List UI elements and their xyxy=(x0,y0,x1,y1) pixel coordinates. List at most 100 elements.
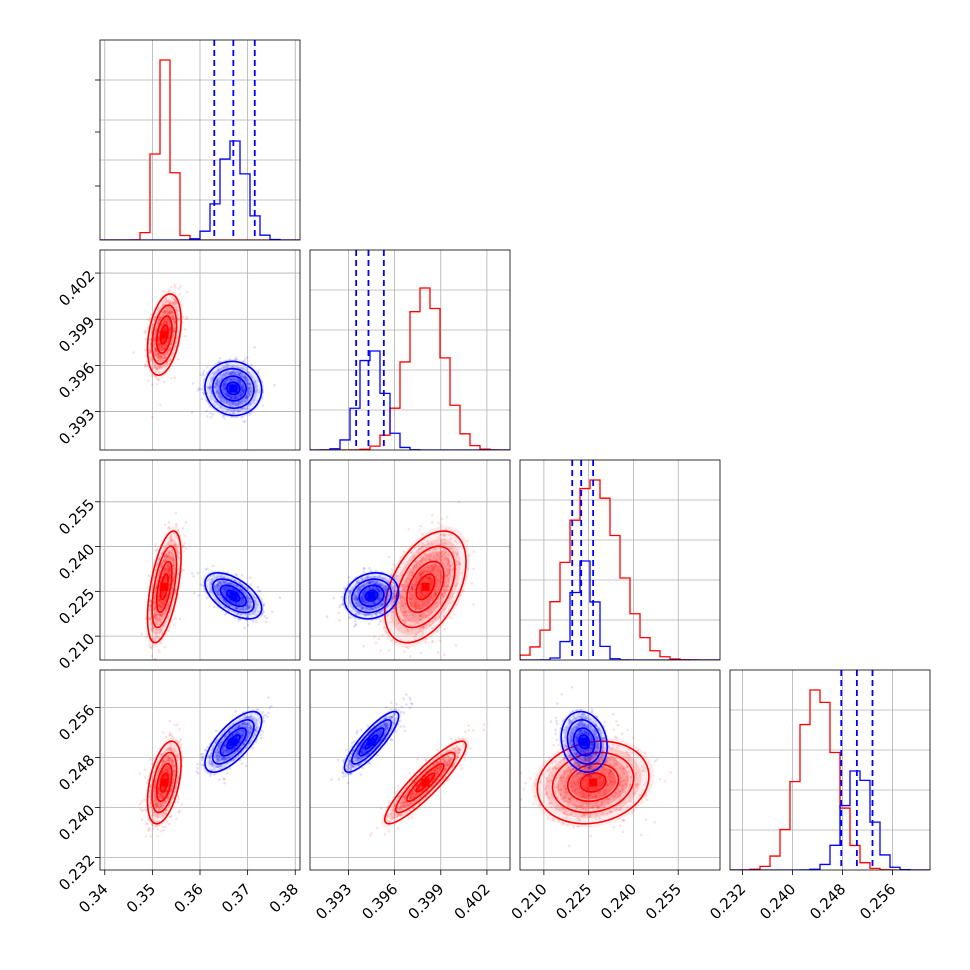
scatter-point xyxy=(220,582,223,586)
scatter-point xyxy=(166,564,170,567)
scatter-point xyxy=(176,546,180,549)
scatter-point xyxy=(427,599,431,602)
scatter-point xyxy=(410,587,414,591)
scatter-point xyxy=(166,311,170,314)
scatter-point xyxy=(366,588,370,591)
scatter-point xyxy=(140,800,144,803)
scatter-point xyxy=(384,591,388,594)
scatter-point xyxy=(225,365,229,368)
scatter-point xyxy=(240,387,244,391)
scatter-point xyxy=(155,367,158,371)
scatter-point xyxy=(169,537,173,540)
y-tick-label: 0.255 xyxy=(55,495,98,538)
scatter-point xyxy=(351,587,354,590)
scatter-point xyxy=(176,758,180,762)
scatter-point xyxy=(155,820,158,824)
scatter-point xyxy=(368,586,371,590)
scatter-point xyxy=(374,612,378,615)
scatter-point xyxy=(168,307,171,311)
scatter-point xyxy=(428,612,431,616)
scatter-point xyxy=(240,596,244,600)
scatter-point xyxy=(383,585,387,588)
scatter-point xyxy=(417,631,421,634)
scatter-point xyxy=(389,620,393,624)
scatter-point xyxy=(167,746,170,749)
scatter-point xyxy=(419,556,423,559)
scatter-point xyxy=(223,606,226,610)
scatter-point xyxy=(159,608,162,612)
scatter-point xyxy=(167,336,171,340)
scatter-point xyxy=(441,533,444,536)
scatter-point xyxy=(421,625,425,629)
scatter-point xyxy=(348,591,352,594)
scatter-point xyxy=(177,551,181,555)
scatter-point xyxy=(378,612,382,615)
scatter-point xyxy=(246,623,250,627)
scatter-point xyxy=(226,393,230,397)
scatter-point xyxy=(156,828,160,831)
scatter-point xyxy=(223,586,226,590)
scatter-point xyxy=(218,581,222,584)
scatter-point xyxy=(205,596,209,600)
scatter-point xyxy=(218,395,221,398)
scatter-point xyxy=(271,610,274,613)
scatter-panel-2-1 xyxy=(309,459,511,661)
scatter-point xyxy=(427,576,431,579)
scatter-point xyxy=(435,604,439,608)
scatter-point xyxy=(395,594,399,597)
scatter-point xyxy=(239,599,243,602)
scatter-point xyxy=(388,578,392,581)
scatter-point xyxy=(158,631,161,635)
scatter-point xyxy=(157,595,160,599)
scatter-point xyxy=(363,583,366,587)
scatter-point xyxy=(434,617,437,621)
scatter-point xyxy=(160,324,164,328)
scatter-point xyxy=(159,804,163,808)
scatter-point xyxy=(152,626,155,630)
scatter-point xyxy=(224,579,228,583)
scatter-point xyxy=(167,334,171,338)
scatter-point xyxy=(172,317,175,320)
scatter-point xyxy=(154,348,158,351)
scatter-point xyxy=(227,372,231,376)
scatter-point xyxy=(380,605,383,608)
scatter-point xyxy=(428,577,431,581)
scatter-point xyxy=(401,595,404,598)
scatter-point xyxy=(373,635,376,639)
scatter-point xyxy=(364,590,367,593)
scatter-point xyxy=(437,521,440,524)
scatter-point xyxy=(190,411,194,414)
scatter-point xyxy=(152,789,156,793)
scatter-point xyxy=(235,601,238,605)
scatter-point xyxy=(171,759,175,762)
scatter-point xyxy=(421,558,424,562)
scatter-point xyxy=(161,344,164,348)
scatter-point xyxy=(182,542,186,545)
scatter-point xyxy=(435,568,439,572)
scatter-point xyxy=(157,650,161,654)
scatter-point xyxy=(436,565,440,569)
scatter-point xyxy=(168,325,172,329)
scatter-point xyxy=(419,607,422,611)
scatter-point xyxy=(358,611,361,614)
scatter-point xyxy=(369,601,373,604)
scatter-point xyxy=(157,343,161,346)
scatter-point xyxy=(246,600,250,604)
scatter-point xyxy=(227,609,231,612)
scatter-point xyxy=(348,589,352,593)
scatter-point xyxy=(243,609,246,613)
scatter-point xyxy=(166,307,170,311)
scatter-point xyxy=(410,583,414,587)
scatter-point xyxy=(148,338,152,341)
scatter-point xyxy=(382,599,385,603)
scatter-point xyxy=(419,614,423,617)
scatter-point xyxy=(170,309,174,312)
scatter-point xyxy=(363,591,366,595)
scatter-point xyxy=(176,312,180,316)
scatter-point xyxy=(403,610,406,614)
scatter-point xyxy=(392,581,396,585)
scatter-point xyxy=(207,386,211,389)
scatter-point xyxy=(158,354,161,358)
scatter-point xyxy=(243,420,247,423)
scatter-point xyxy=(394,595,397,598)
